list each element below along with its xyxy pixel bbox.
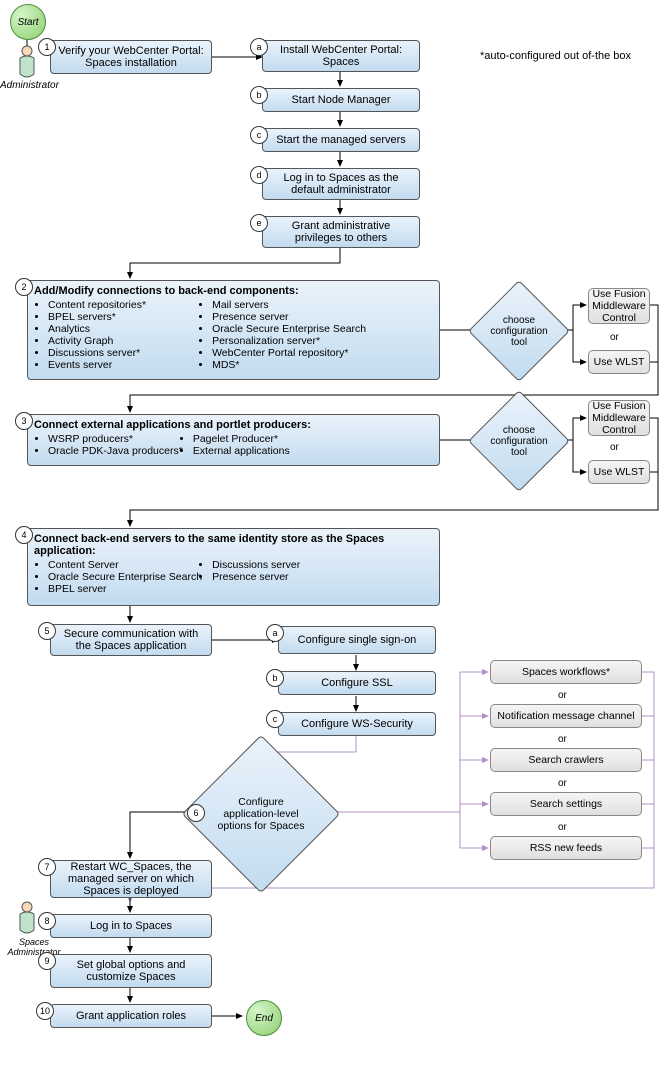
step-5c-box: Configure WS-Security bbox=[278, 712, 436, 736]
step-e-box: Grant administrative privileges to other… bbox=[262, 216, 420, 248]
step-4-list: Content ServerOracle Secure Enterprise S… bbox=[34, 559, 366, 595]
decision-2-label: choose configuration tool bbox=[483, 405, 555, 477]
badge-4: 4 bbox=[15, 526, 33, 544]
or-2: or bbox=[610, 442, 619, 453]
step-5a-box: Configure single sign-on bbox=[278, 626, 436, 654]
opt-or-0: or bbox=[558, 690, 567, 701]
opt-app-3: Search settings bbox=[490, 792, 642, 816]
tool-fmc-1: Use Fusion Middleware Control bbox=[588, 288, 650, 324]
opt-app-0: Spaces workflows* bbox=[490, 660, 642, 684]
step-2-title: Add/Modify connections to back-end compo… bbox=[34, 285, 299, 297]
auto-configured-note: *auto-configured out of-the box bbox=[480, 50, 631, 62]
step-8-box: Log in to Spaces bbox=[50, 914, 212, 938]
step-b-box: Start Node Manager bbox=[262, 88, 420, 112]
list-item: BPEL server bbox=[48, 583, 202, 595]
step-3-box: Connect external applications and portle… bbox=[27, 414, 440, 466]
opt-app-1: Notification message channel bbox=[490, 704, 642, 728]
tool-wlst-2: Use WLST bbox=[588, 460, 650, 484]
badge-c: c bbox=[250, 126, 268, 144]
step-4-title: Connect back-end servers to the same ide… bbox=[34, 533, 433, 557]
badge-5c: c bbox=[266, 710, 284, 728]
or-1: or bbox=[610, 332, 619, 343]
list-item: WebCenter Portal repository* bbox=[212, 347, 366, 359]
step-1-box: Verify your WebCenter Portal: Spaces ins… bbox=[50, 40, 212, 74]
step-d-box: Log in to Spaces as the default administ… bbox=[262, 168, 420, 200]
tool-wlst-1: Use WLST bbox=[588, 350, 650, 374]
badge-6: 6 bbox=[187, 804, 205, 822]
step-9-box: Set global options and customize Spaces bbox=[50, 954, 212, 988]
step-3-title: Connect external applications and portle… bbox=[34, 419, 311, 431]
opt-or-1: or bbox=[558, 734, 567, 745]
list-item: Presence server bbox=[212, 311, 366, 323]
step-7-box: Restart WC_Spaces, the managed server on… bbox=[50, 860, 212, 898]
step-2-box: Add/Modify connections to back-end compo… bbox=[27, 280, 440, 380]
badge-1: 1 bbox=[38, 38, 56, 56]
list-item: Oracle PDK-Java producers* bbox=[48, 445, 183, 457]
badge-a: a bbox=[250, 38, 268, 56]
list-item: Analytics bbox=[48, 323, 202, 335]
list-item: Mail servers bbox=[212, 299, 366, 311]
opt-or-3: or bbox=[558, 822, 567, 833]
step-c-box: Start the managed servers bbox=[262, 128, 420, 152]
opt-or-2: or bbox=[558, 778, 567, 789]
step-3-list: WSRP producers*Oracle PDK-Java producers… bbox=[34, 433, 328, 457]
badge-2: 2 bbox=[15, 278, 33, 296]
badge-b: b bbox=[250, 86, 268, 104]
list-item: Pagelet Producer* bbox=[193, 433, 328, 445]
list-item: Content repositories* bbox=[48, 299, 202, 311]
decision-1-label: choose configuration tool bbox=[483, 295, 555, 367]
tool-fmc-2: Use Fusion Middleware Control bbox=[588, 400, 650, 436]
badge-3: 3 bbox=[15, 412, 33, 430]
step-5b-box: Configure SSL bbox=[278, 671, 436, 695]
badge-e: e bbox=[250, 214, 268, 232]
badge-5: 5 bbox=[38, 622, 56, 640]
list-item: Oracle Secure Enterprise Search bbox=[48, 571, 202, 583]
administrator-label: Administrator bbox=[0, 80, 58, 91]
list-item: MDS* bbox=[212, 359, 366, 371]
badge-10: 10 bbox=[36, 1002, 54, 1020]
list-item: Presence server bbox=[212, 571, 366, 583]
step-4-box: Connect back-end servers to the same ide… bbox=[27, 528, 440, 606]
administrator-icon bbox=[16, 44, 38, 80]
decision-6: Configure application-level options for … bbox=[205, 758, 317, 870]
list-item: BPEL servers* bbox=[48, 311, 202, 323]
opt-app-4: RSS new feeds bbox=[490, 836, 642, 860]
badge-d: d bbox=[250, 166, 268, 184]
step-5-box: Secure communication with the Spaces app… bbox=[50, 624, 212, 656]
start-terminator: Start bbox=[10, 4, 46, 40]
badge-5a: a bbox=[266, 624, 284, 642]
step-10-box: Grant application roles bbox=[50, 1004, 212, 1028]
list-item: Personalization server* bbox=[212, 335, 366, 347]
step-2-list: Content repositories*BPEL servers*Analyt… bbox=[34, 299, 366, 371]
list-item: Discussions server bbox=[212, 559, 366, 571]
end-terminator: End bbox=[246, 1000, 282, 1036]
decision-1: choose configuration tool bbox=[483, 295, 555, 367]
opt-app-2: Search crawlers bbox=[490, 748, 642, 772]
step-a-box: Install WebCenter Portal: Spaces bbox=[262, 40, 420, 72]
decision-6-label: Configure application-level options for … bbox=[205, 758, 317, 870]
badge-9: 9 bbox=[38, 952, 56, 970]
list-item: WSRP producers* bbox=[48, 433, 183, 445]
list-item: External applications bbox=[193, 445, 328, 457]
badge-5b: b bbox=[266, 669, 284, 687]
list-item: Oracle Secure Enterprise Search bbox=[212, 323, 366, 335]
list-item: Events server bbox=[48, 359, 202, 371]
list-item: Discussions server* bbox=[48, 347, 202, 359]
badge-8: 8 bbox=[38, 912, 56, 930]
list-item: Activity Graph bbox=[48, 335, 202, 347]
badge-7: 7 bbox=[38, 858, 56, 876]
decision-2: choose configuration tool bbox=[483, 405, 555, 477]
list-item: Content Server bbox=[48, 559, 202, 571]
spaces-admin-icon bbox=[16, 900, 38, 936]
